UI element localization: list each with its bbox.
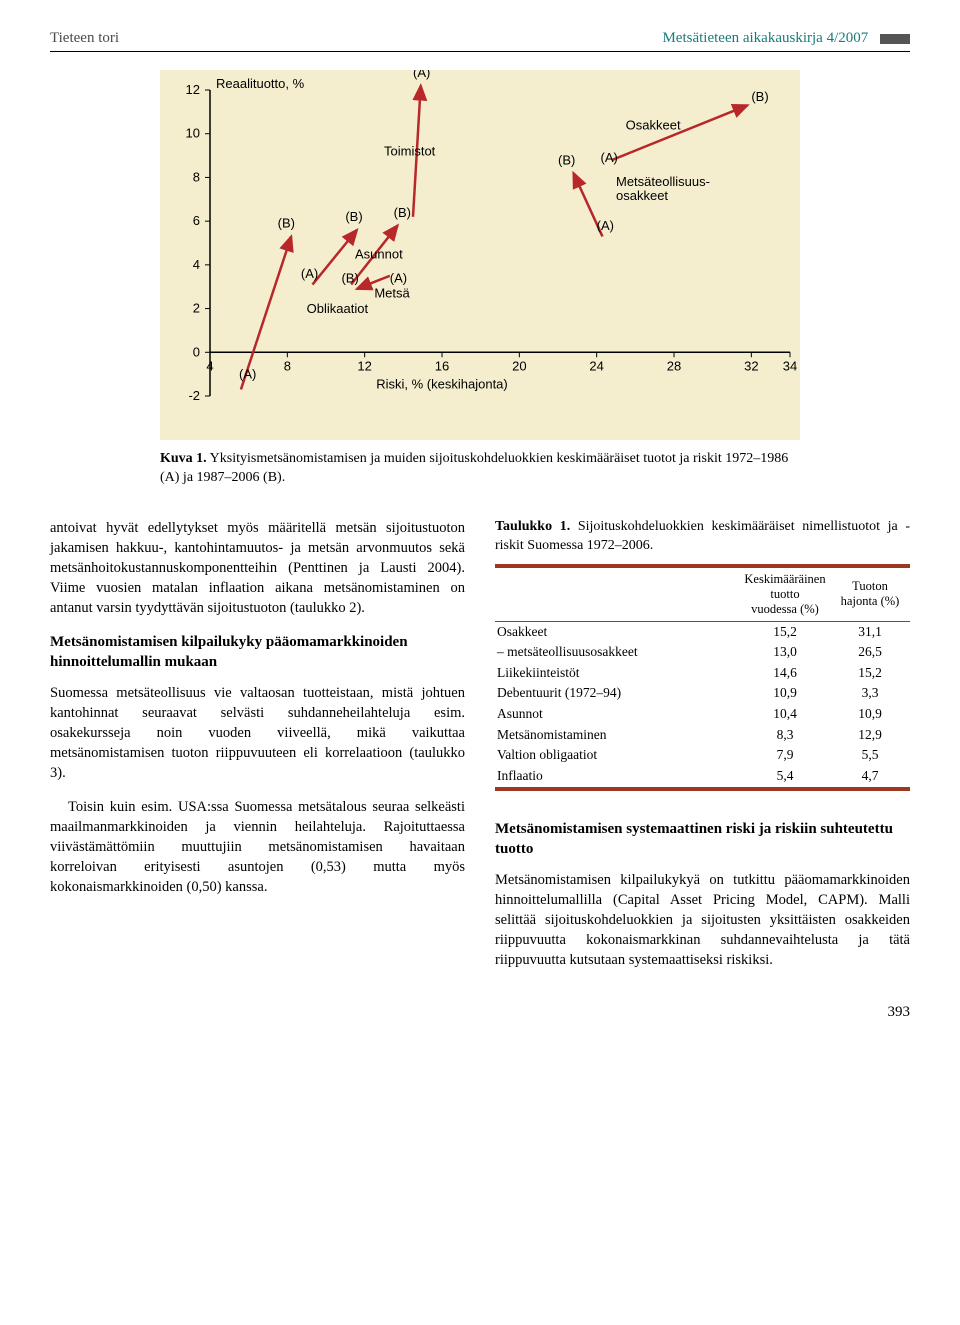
- table-row: Inflaatio5,44,7: [495, 766, 910, 789]
- svg-text:(A): (A): [239, 367, 256, 382]
- left-p2: Suomessa metsäteollisuus vie valtaosan t…: [50, 683, 465, 783]
- table-cell-v1: 8,3: [740, 725, 830, 746]
- svg-text:6: 6: [193, 213, 200, 228]
- table-cell-v2: 31,1: [830, 621, 910, 642]
- table-head-c3: Tuoton hajonta (%): [830, 566, 910, 622]
- svg-text:Metsäteollisuus-: Metsäteollisuus-: [616, 174, 710, 189]
- left-p3: Toisin kuin esim. USA:ssa Suomessa metsä…: [50, 797, 465, 897]
- svg-text:(B): (B): [341, 270, 358, 285]
- svg-text:8: 8: [193, 169, 200, 184]
- right-h1: Metsänomistamisen systemaattinen riski j…: [495, 819, 910, 860]
- table-cell-v2: 5,5: [830, 745, 910, 766]
- left-h1: Metsänomistamisen kilpailukyky pääomamar…: [50, 632, 465, 673]
- svg-text:(B): (B): [278, 216, 295, 231]
- table-cell-v1: 13,0: [740, 642, 830, 663]
- svg-text:24: 24: [589, 358, 603, 373]
- svg-text:Metsä: Metsä: [374, 286, 410, 301]
- page-header: Tieteen tori Metsätieteen aikakauskirja …: [50, 30, 910, 52]
- table-cell-v2: 15,2: [830, 663, 910, 684]
- table-cell-v1: 7,9: [740, 745, 830, 766]
- table-row: – metsäteollisuusosakkeet13,026,5: [495, 642, 910, 663]
- svg-text:(B): (B): [751, 89, 768, 104]
- svg-text:(A): (A): [413, 70, 430, 80]
- svg-text:20: 20: [512, 358, 526, 373]
- table-row: Metsänomistaminen8,312,9: [495, 725, 910, 746]
- svg-text:(A): (A): [601, 150, 618, 165]
- svg-text:osakkeet: osakkeet: [616, 188, 668, 203]
- svg-text:(B): (B): [394, 205, 411, 220]
- svg-text:10: 10: [186, 126, 200, 141]
- svg-text:12: 12: [186, 82, 200, 97]
- svg-text:Asunnot: Asunnot: [355, 246, 403, 261]
- svg-text:32: 32: [744, 358, 758, 373]
- figure-1: -20246810124812162024283234Reaalituotto,…: [160, 70, 800, 440]
- svg-text:8: 8: [284, 358, 291, 373]
- svg-text:34: 34: [783, 358, 797, 373]
- svg-text:Oblikaatiot: Oblikaatiot: [307, 301, 369, 316]
- svg-text:4: 4: [206, 358, 213, 373]
- table-label: Taulukko 1.: [495, 519, 570, 534]
- table-row: Valtion obligaatiot7,95,5: [495, 745, 910, 766]
- svg-text:(A): (A): [597, 218, 614, 233]
- right-p1: Metsänomistamisen kilpailukykyä on tutki…: [495, 870, 910, 970]
- svg-text:4: 4: [193, 257, 200, 272]
- figure-1-caption: Kuva 1. Yksityismetsänomistamisen ja mui…: [160, 450, 800, 488]
- table-cell-v1: 14,6: [740, 663, 830, 684]
- svg-text:28: 28: [667, 358, 681, 373]
- svg-text:Reaalituotto, %: Reaalituotto, %: [216, 76, 305, 91]
- svg-text:2: 2: [193, 301, 200, 316]
- table-cell-v1: 10,4: [740, 704, 830, 725]
- table-1: Keskimääräinen tuotto vuodessa (%) Tuoto…: [495, 564, 910, 791]
- table-cell-name: Valtion obligaatiot: [495, 745, 740, 766]
- header-section: Tieteen tori: [50, 30, 119, 47]
- svg-text:16: 16: [435, 358, 449, 373]
- header-journal: Metsätieteen aikakauskirja 4/2007: [662, 30, 910, 47]
- table-cell-v1: 10,9: [740, 683, 830, 704]
- table-row: Osakkeet15,231,1: [495, 621, 910, 642]
- svg-text:(B): (B): [345, 209, 362, 224]
- table-row: Liikekiinteistöt14,615,2: [495, 663, 910, 684]
- table-cell-name: Asunnot: [495, 704, 740, 725]
- table-head-c2: Keskimääräinen tuotto vuodessa (%): [740, 566, 830, 622]
- left-column: antoivat hyvät edellytykset myös määrite…: [50, 518, 465, 984]
- table-cell-v2: 3,3: [830, 683, 910, 704]
- svg-text:-2: -2: [188, 388, 200, 403]
- table-cell-v1: 15,2: [740, 621, 830, 642]
- table-cell-name: Osakkeet: [495, 621, 740, 642]
- table-1-title: Taulukko 1. Sijoituskohdeluokkien keskim…: [495, 518, 910, 556]
- svg-text:Riski, % (keskihajonta): Riski, % (keskihajonta): [376, 376, 508, 391]
- figure-caption-text: Yksityismetsänomistamisen ja muiden sijo…: [160, 451, 788, 485]
- svg-text:(A): (A): [301, 266, 318, 281]
- svg-text:Toimistot: Toimistot: [384, 144, 436, 159]
- table-cell-name: Metsänomistaminen: [495, 725, 740, 746]
- table-cell-v2: 26,5: [830, 642, 910, 663]
- table-head-blank: [495, 566, 740, 622]
- table-cell-name: Debentuurit (1972–94): [495, 683, 740, 704]
- right-column: Taulukko 1. Sijoituskohdeluokkien keskim…: [495, 518, 910, 984]
- figure-label: Kuva 1.: [160, 451, 207, 466]
- table-cell-v2: 10,9: [830, 704, 910, 725]
- page-number: 393: [50, 1004, 910, 1021]
- svg-text:Osakkeet: Osakkeet: [626, 117, 681, 132]
- svg-text:(B): (B): [558, 152, 575, 167]
- svg-text:12: 12: [357, 358, 371, 373]
- table-cell-v1: 5,4: [740, 766, 830, 789]
- table-cell-name: Inflaatio: [495, 766, 740, 789]
- table-cell-name: Liikekiinteistöt: [495, 663, 740, 684]
- header-bar-icon: [880, 34, 910, 44]
- left-p1: antoivat hyvät edellytykset myös määrite…: [50, 518, 465, 618]
- svg-text:0: 0: [193, 344, 200, 359]
- table-cell-name: – metsäteollisuusosakkeet: [495, 642, 740, 663]
- table-cell-v2: 4,7: [830, 766, 910, 789]
- table-row: Debentuurit (1972–94)10,93,3: [495, 683, 910, 704]
- table-row: Asunnot10,410,9: [495, 704, 910, 725]
- table-cell-v2: 12,9: [830, 725, 910, 746]
- chart-svg: -20246810124812162024283234Reaalituotto,…: [160, 70, 800, 440]
- svg-text:(A): (A): [390, 270, 407, 285]
- body-columns: antoivat hyvät edellytykset myös määrite…: [50, 518, 910, 984]
